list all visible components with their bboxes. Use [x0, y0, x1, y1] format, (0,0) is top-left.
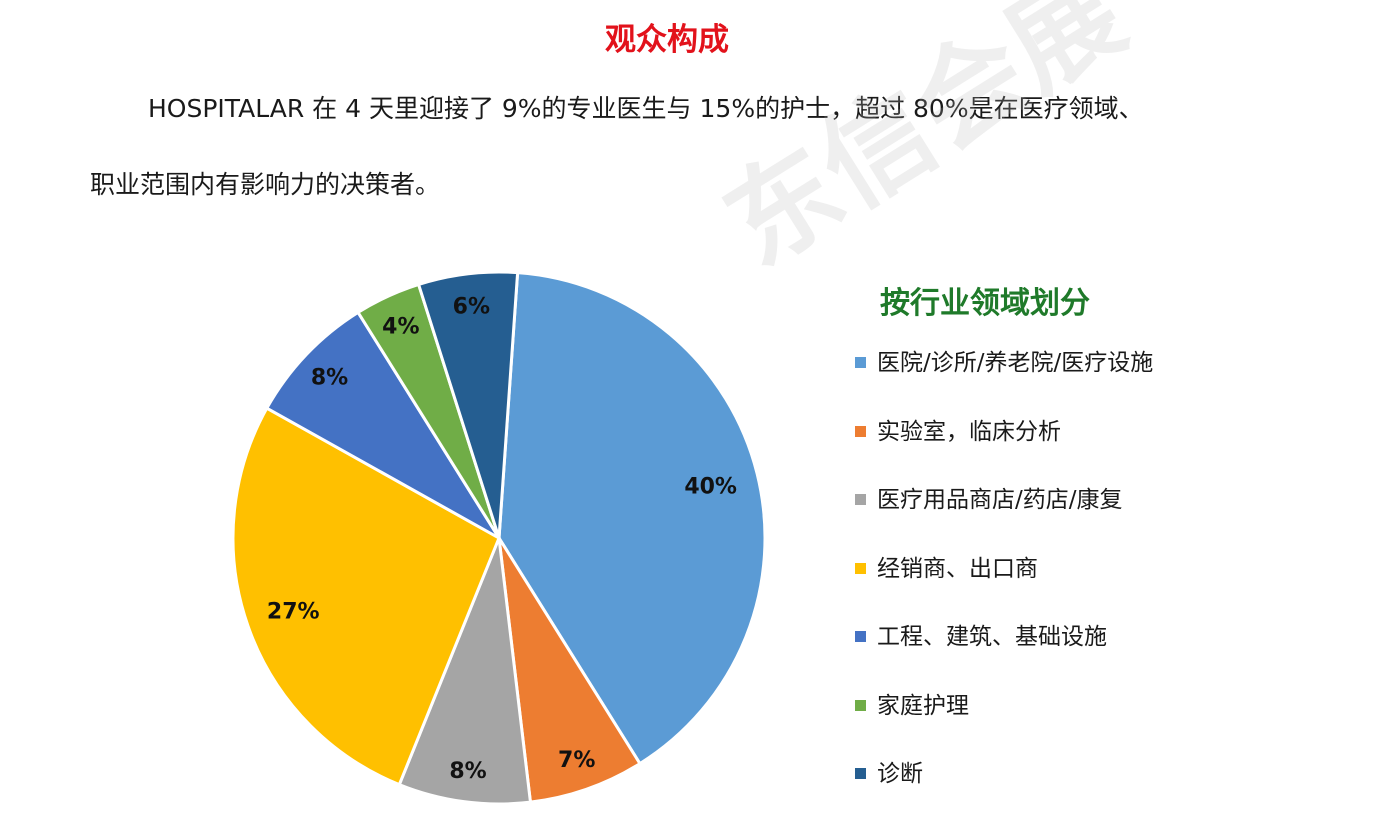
legend-item-4: 经销商、出口商	[855, 552, 1153, 621]
legend-label: 工程、建筑、基础设施	[877, 624, 1107, 650]
pie-data-label-4: 27%	[267, 599, 320, 624]
legend-item-7: 诊断	[855, 757, 1153, 826]
pie-chart: 40% 7% 8% 27% 8% 4% 6%	[231, 270, 767, 806]
pie-slice-5	[264, 310, 501, 540]
legend-label: 医院/诊所/养老院/医疗设施	[877, 350, 1154, 376]
pie-data-label-5: 8%	[311, 366, 348, 391]
legend-item-1: 医院/诊所/养老院/医疗设施	[855, 346, 1153, 415]
pie-slice-7	[416, 270, 520, 539]
pie-data-label-1: 40%	[684, 474, 737, 499]
chart-title: 按行业领域划分	[880, 286, 1090, 321]
legend-label: 实验室，临床分析	[877, 418, 1061, 445]
pie-slice-1	[497, 271, 767, 766]
legend-label: 诊断	[877, 761, 923, 787]
pie-slice-2	[497, 537, 642, 804]
legend-item-6: 家庭护理	[855, 689, 1153, 758]
chart-legend: 医院/诊所/养老院/医疗设施 实验室，临床分析医疗用品商店/药店/康复 经销商、出口…	[855, 346, 1153, 826]
pie-data-label-7: 6%	[453, 295, 490, 320]
legend-swatch	[855, 425, 866, 437]
pie-data-label-3: 8%	[449, 759, 486, 784]
pie-data-label-2: 7%	[558, 748, 595, 773]
legend-swatch	[855, 631, 866, 642]
legend-swatch	[855, 357, 866, 368]
legend-label: 家庭护理	[877, 692, 969, 719]
pie-data-label-6: 4%	[382, 314, 419, 339]
legend-item-5: 工程、建筑、基础设施	[855, 620, 1153, 689]
legend-item-3: 医疗用品商店/药店/康复	[855, 483, 1153, 552]
intro-line-2: 职业范围内有影响力的决策者。	[90, 170, 441, 199]
legend-swatch	[855, 699, 866, 711]
intro-line-1: HOSPITALAR 在 4 天里迎接了 9%的专业医生与 15%的护士，超过 …	[148, 94, 1144, 123]
legend-label: 经销商、出口商	[877, 555, 1038, 582]
legend-swatch	[855, 494, 866, 505]
legend-item-2: 实验室，临床分析	[855, 415, 1153, 484]
pie-slice-3	[397, 537, 533, 806]
page-title: 观众构成	[605, 22, 729, 58]
legend-swatch	[855, 768, 866, 779]
legend-swatch	[855, 562, 866, 574]
legend-label: 医疗用品商店/药店/康复	[877, 487, 1123, 513]
